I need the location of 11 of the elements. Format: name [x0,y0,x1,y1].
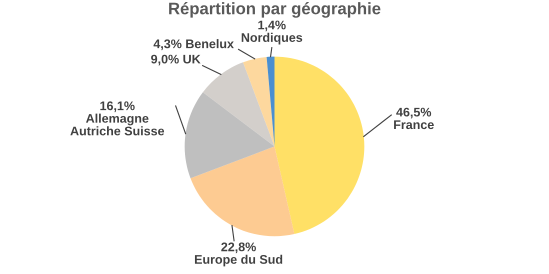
data-label: 1,4% [258,20,286,32]
slice-label: France [394,120,434,130]
slice-label: 9,0% UK [151,54,201,66]
data-label: 46,5% [396,108,432,118]
slice-label: Allemagne Autriche Suisse [70,114,164,136]
chart-title: Répartition par géographie [169,2,380,18]
slice-label: Europe du Sud [194,254,282,266]
slice-label: 4,3% Benelux [154,39,234,50]
data-label: 16,1% [100,101,135,112]
slice-label: Nordiques [242,32,302,44]
data-label: 22,8% [221,242,256,254]
